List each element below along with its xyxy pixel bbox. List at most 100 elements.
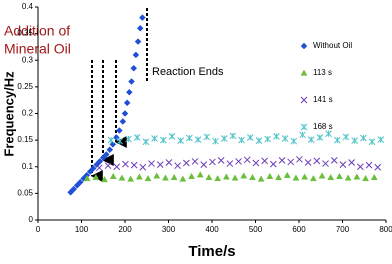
- point: [278, 157, 286, 164]
- y-tick-label: 0.1: [22, 162, 34, 171]
- point: [115, 127, 123, 134]
- point: [165, 159, 173, 166]
- point: [336, 172, 343, 179]
- point: [377, 136, 385, 143]
- y-tick-label: 0.4: [22, 2, 34, 11]
- point: [226, 160, 234, 167]
- point: [151, 135, 158, 142]
- point: [287, 158, 295, 166]
- point: [109, 172, 117, 179]
- point: [127, 175, 135, 182]
- point: [368, 138, 376, 146]
- point: [168, 133, 176, 140]
- point: [327, 173, 335, 181]
- point: [125, 135, 132, 143]
- point: [339, 161, 347, 168]
- point: [342, 133, 350, 141]
- point: [203, 133, 211, 141]
- series: [67, 14, 146, 196]
- point: [252, 159, 260, 167]
- point: [257, 175, 265, 182]
- point: [283, 171, 291, 178]
- point: [229, 132, 237, 140]
- point: [365, 161, 373, 169]
- point: [121, 110, 129, 117]
- point: [130, 64, 138, 72]
- point: [370, 173, 378, 181]
- point: [95, 164, 103, 172]
- point: [142, 138, 150, 146]
- annotation: Mineral Oil: [4, 41, 71, 57]
- point: [316, 134, 324, 141]
- point: [243, 156, 251, 164]
- point: [235, 158, 242, 165]
- point: [153, 172, 161, 179]
- x-tick-label: 200: [118, 225, 132, 234]
- point: [356, 163, 364, 171]
- point: [128, 78, 135, 85]
- point: [116, 137, 124, 145]
- point: [214, 174, 222, 182]
- point: [122, 160, 129, 168]
- point: [292, 174, 300, 181]
- y-tick-label: 0.35: [17, 29, 33, 38]
- point: [144, 174, 152, 182]
- point: [83, 174, 91, 182]
- y-tick-label: 0.25: [17, 82, 33, 91]
- x-axis-title: Time/s: [188, 243, 235, 260]
- point: [269, 160, 277, 168]
- point: [200, 161, 208, 168]
- point: [170, 173, 178, 181]
- legend-label: 168 s: [313, 122, 333, 131]
- point: [101, 176, 108, 183]
- point: [119, 118, 127, 125]
- point: [125, 88, 133, 96]
- x-tick-label: 300: [162, 225, 176, 234]
- point: [162, 174, 169, 181]
- point: [307, 136, 315, 143]
- legend-item: 113 s: [300, 68, 332, 77]
- point: [118, 174, 126, 181]
- point: [261, 157, 268, 165]
- point: [318, 172, 326, 179]
- y-tick-label: 0.05: [17, 188, 33, 197]
- point: [322, 160, 329, 167]
- y-tick-label: 0: [29, 215, 34, 224]
- point: [182, 159, 190, 167]
- point: [130, 161, 138, 169]
- point: [240, 172, 248, 179]
- legend-marker: [300, 42, 308, 50]
- point: [290, 137, 298, 145]
- x-tick-label: 400: [205, 225, 219, 234]
- point: [249, 173, 256, 181]
- point: [196, 171, 204, 178]
- point: [205, 173, 213, 181]
- series: [83, 171, 378, 183]
- point: [348, 159, 355, 166]
- legend-item: Without Oil: [300, 41, 352, 50]
- point: [191, 158, 199, 165]
- point: [333, 136, 341, 144]
- point: [231, 174, 239, 181]
- point: [222, 173, 230, 180]
- point: [344, 174, 352, 181]
- legend-item: 141 s: [300, 95, 333, 104]
- legend-marker: [300, 96, 308, 104]
- point: [177, 137, 185, 145]
- arrows: [90, 8, 148, 182]
- point: [159, 136, 167, 144]
- point: [188, 172, 195, 179]
- series: [95, 155, 382, 172]
- x-tick-label: 800: [379, 225, 392, 234]
- point: [353, 173, 361, 180]
- y-axis-title: Frequency/Hz: [1, 71, 16, 157]
- annotation: Addition of: [4, 23, 70, 39]
- x-tick-label: 500: [249, 225, 263, 234]
- point: [139, 163, 147, 171]
- point: [134, 38, 142, 45]
- point: [374, 163, 382, 171]
- point: [264, 135, 272, 143]
- point: [174, 162, 181, 170]
- legend-item: 168 s: [300, 122, 333, 131]
- point: [139, 14, 146, 22]
